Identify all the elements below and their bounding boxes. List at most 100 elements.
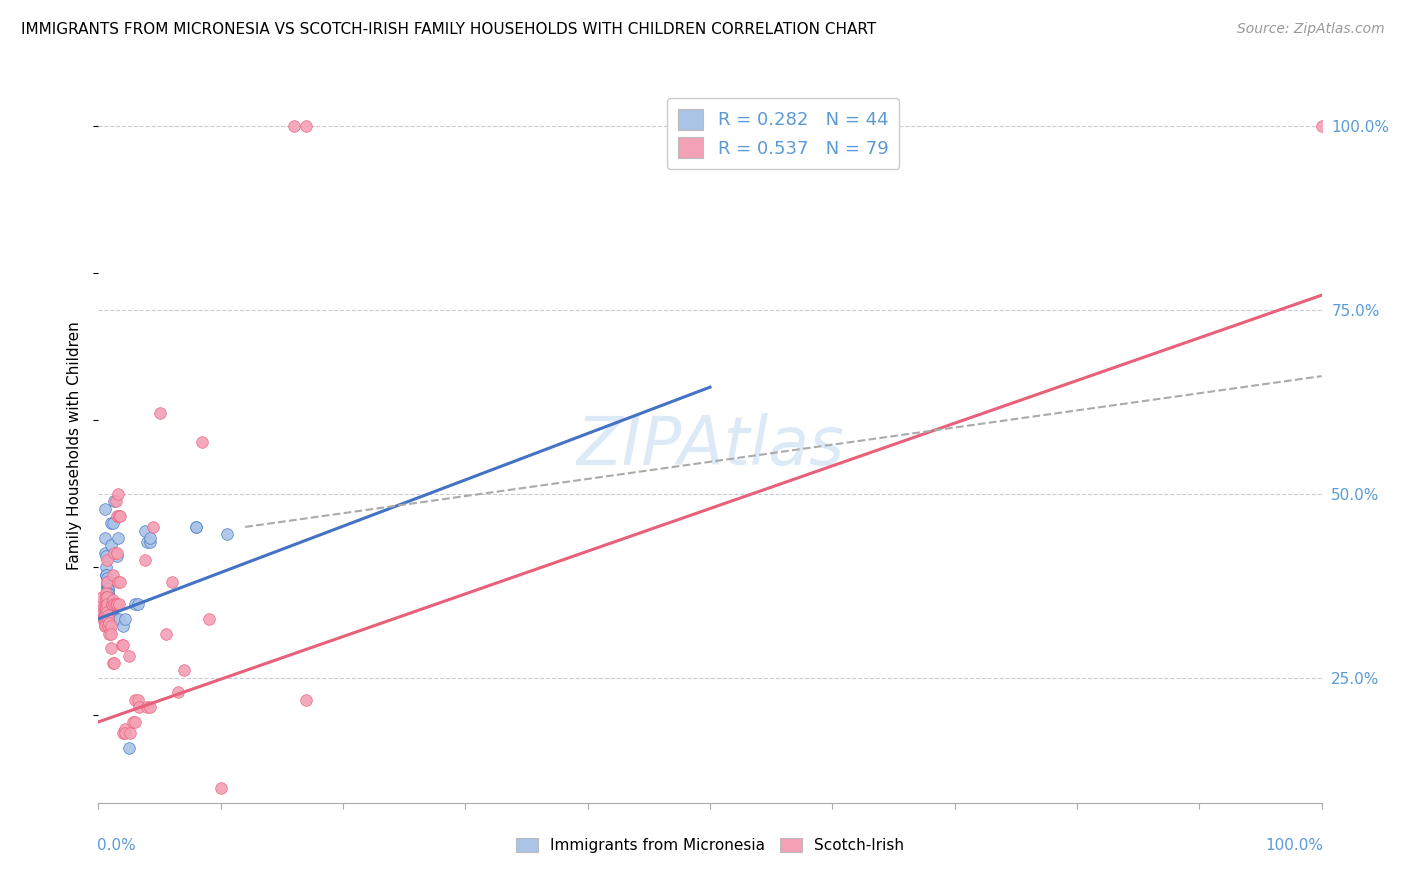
Point [124,714,146,729]
Point [186,520,208,534]
Point [114,723,136,737]
Point [142,520,165,534]
Point [100,619,122,633]
Point [111,638,134,652]
Text: Source: ZipAtlas.com: Source: ZipAtlas.com [1237,22,1385,37]
Point [93,605,115,619]
Point [100,626,122,640]
Point [96,597,118,611]
Point [96,553,118,567]
Point [136,700,159,714]
Point [124,693,146,707]
Point [96,575,118,590]
Point [101,597,124,611]
Point [90,605,112,619]
Point [93,531,115,545]
Point [96,571,118,585]
Point [101,605,124,619]
Point [98,626,121,640]
Point [1310,119,1333,133]
Point [139,700,162,714]
Point [93,619,115,633]
Point [97,586,120,600]
Point [93,546,115,560]
Point [167,685,190,699]
Point [114,612,136,626]
Point [100,605,122,619]
Point [98,597,121,611]
Point [94,586,117,600]
Point [97,612,120,626]
Text: IMMIGRANTS FROM MICRONESIA VS SCOTCH-IRISH FAMILY HOUSEHOLDS WITH CHILDREN CORRE: IMMIGRANTS FROM MICRONESIA VS SCOTCH-IRI… [21,22,876,37]
Point [103,597,125,611]
Point [93,608,115,623]
Point [121,714,143,729]
Point [94,593,117,607]
Point [295,119,318,133]
Point [91,590,114,604]
Point [98,593,121,607]
Point [105,508,128,523]
Point [91,597,114,611]
Point [127,693,149,707]
Point [93,619,115,633]
Point [96,579,118,593]
Point [101,597,124,611]
Point [93,615,115,630]
Point [295,693,318,707]
Point [101,516,124,531]
Point [191,435,214,450]
Point [94,560,117,574]
Point [128,700,150,714]
Point [91,612,114,626]
Point [104,597,127,611]
Point [105,597,128,611]
Text: 100.0%: 100.0% [1265,838,1323,854]
Point [186,520,208,534]
Point [108,612,131,626]
Point [94,567,117,582]
Point [101,597,124,611]
Point [160,575,183,590]
Point [93,501,115,516]
Point [103,494,125,508]
Y-axis label: Family Households with Children: Family Households with Children [67,322,83,570]
Text: 0.0%: 0.0% [97,838,136,854]
Point [100,597,122,611]
Point [94,597,117,611]
Point [173,664,195,678]
Point [110,508,132,523]
Point [98,615,121,630]
Point [111,619,134,633]
Point [103,597,125,611]
Point [97,608,120,623]
Point [149,406,172,420]
Point [118,740,141,755]
Point [93,612,115,626]
Point [104,494,127,508]
Point [107,487,129,501]
Point [155,626,177,640]
Point [97,586,120,600]
Point [136,534,159,549]
Point [97,582,120,597]
Point [108,508,131,523]
Point [101,656,124,670]
Point [96,582,118,597]
Point [93,600,115,615]
Point [110,575,132,590]
Point [107,531,129,545]
Point [134,553,156,567]
Point [93,608,115,623]
Text: ZIPAtlas: ZIPAtlas [576,413,844,479]
Point [97,619,120,633]
Point [139,534,162,549]
Point [114,726,136,740]
Point [134,524,156,538]
Point [103,656,125,670]
Point [96,605,118,619]
Point [103,546,125,560]
Point [105,546,128,560]
Point [97,582,120,597]
Point [91,605,114,619]
